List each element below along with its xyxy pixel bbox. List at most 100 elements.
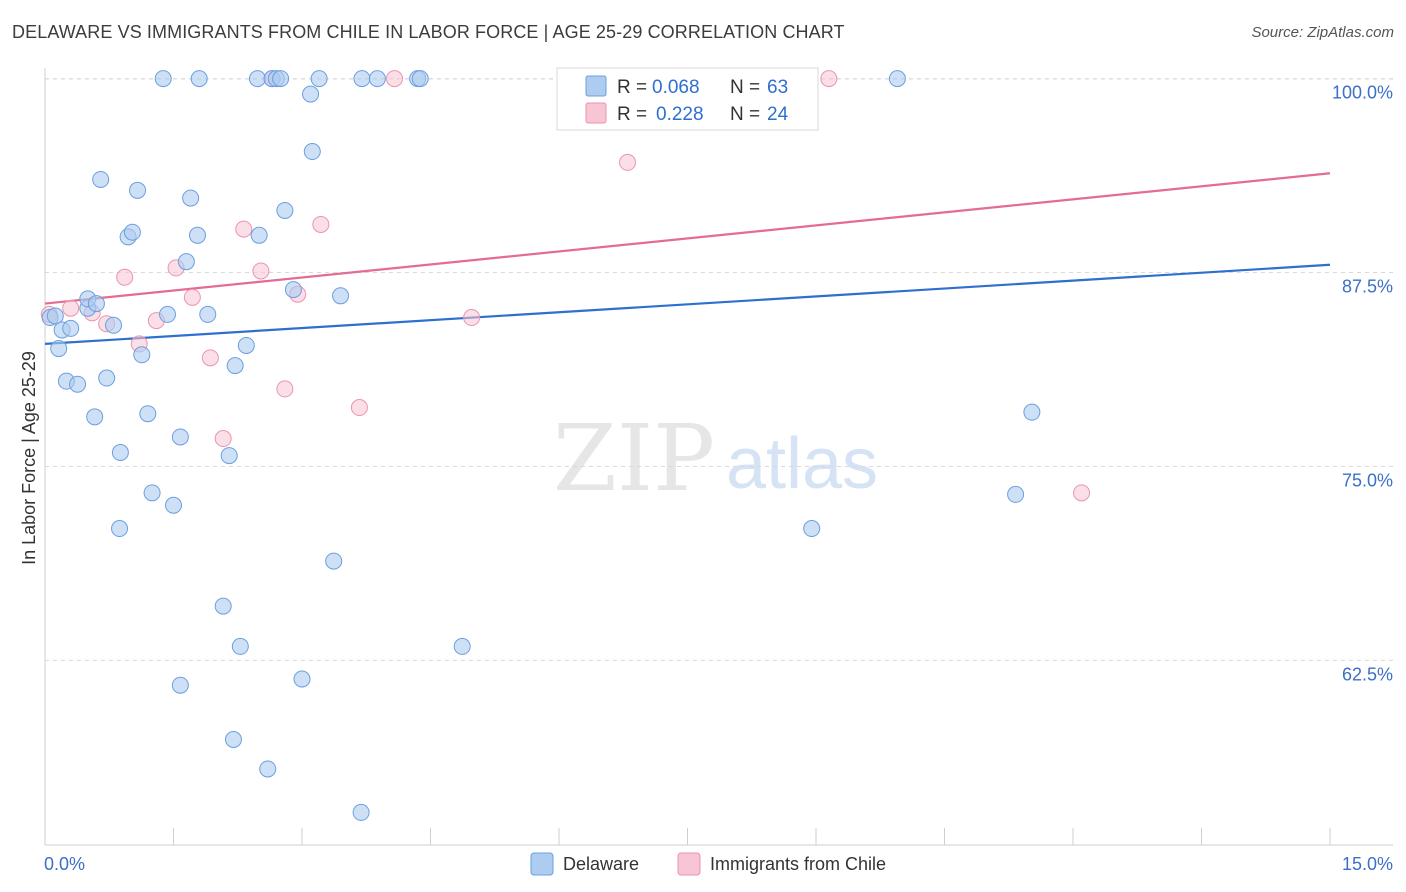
bottom-legend-label-delaware: Delaware	[563, 854, 639, 874]
y-tick-label: 75.0%	[1342, 470, 1393, 490]
point-chile	[116, 268, 134, 286]
point-delaware	[199, 305, 217, 323]
point-delaware	[111, 444, 129, 461]
point-chile	[183, 288, 201, 306]
legend-n-label-chile: N =	[730, 104, 760, 125]
point-delaware	[105, 316, 123, 334]
point-delaware	[352, 803, 370, 821]
bottom-legend-label-chile: Immigrants from Chile	[710, 854, 886, 874]
x-tick-label-max: 15.0%	[1342, 854, 1393, 874]
point-delaware	[1007, 485, 1025, 503]
point-chile	[350, 399, 368, 417]
point-delaware	[220, 447, 238, 465]
legend-r-label-delaware: R =	[617, 77, 647, 98]
point-delaware	[237, 336, 255, 354]
point-delaware	[303, 143, 321, 161]
scatter-points	[40, 70, 1091, 821]
watermark-atlas: atlas	[726, 424, 878, 504]
point-delaware	[231, 637, 249, 655]
x-axis	[44, 68, 1393, 846]
point-chile	[214, 430, 232, 448]
trend-line-delaware	[44, 263, 1331, 346]
legend-n-value-chile: 24	[767, 104, 789, 125]
point-delaware	[139, 405, 157, 423]
correlation-legend: R = 0.068 N = 63 R = 0.228 N = 24	[556, 67, 819, 131]
point-delaware	[62, 319, 80, 337]
point-delaware	[250, 226, 268, 244]
point-chile	[252, 262, 270, 280]
point-delaware	[133, 346, 151, 364]
point-delaware	[803, 520, 821, 538]
point-chile	[463, 309, 481, 327]
y-axis-title: In Labor Force | Age 25-29	[19, 351, 39, 565]
point-delaware	[226, 357, 244, 375]
point-delaware	[368, 70, 386, 88]
point-delaware	[123, 223, 141, 241]
point-chile	[62, 299, 80, 317]
x-tick-label-min: 0.0%	[44, 854, 85, 874]
point-delaware	[310, 70, 328, 88]
point-delaware	[188, 226, 206, 244]
point-chile	[201, 349, 219, 367]
point-delaware	[411, 70, 429, 88]
y-tick-label: 100.0%	[1332, 83, 1393, 103]
point-chile	[386, 70, 404, 88]
point-delaware	[154, 70, 172, 88]
point-chile	[276, 380, 294, 398]
point-chile	[235, 220, 253, 238]
point-delaware	[302, 85, 320, 103]
point-delaware	[272, 70, 290, 88]
point-delaware	[276, 201, 294, 219]
point-delaware	[129, 181, 147, 199]
point-delaware	[69, 375, 87, 393]
y-tick-label: 62.5%	[1342, 664, 1393, 684]
point-delaware	[325, 552, 343, 570]
point-chile	[1073, 484, 1091, 502]
chart-title: DELAWARE VS IMMIGRANTS FROM CHILE IN LAB…	[12, 22, 845, 42]
point-delaware	[214, 597, 232, 615]
watermark: ZIP atlas	[553, 405, 878, 512]
point-delaware	[86, 408, 104, 426]
point-chile	[312, 215, 330, 233]
point-chile	[619, 153, 637, 171]
legend-r-label-chile: R =	[617, 104, 647, 125]
point-delaware	[353, 70, 371, 88]
point-delaware	[453, 637, 471, 655]
bottom-legend-swatch-delaware	[530, 852, 554, 876]
point-delaware	[248, 70, 266, 88]
point-delaware	[293, 670, 311, 688]
point-delaware	[143, 484, 161, 502]
gridlines	[45, 78, 1393, 661]
point-delaware	[888, 70, 906, 88]
point-delaware	[165, 496, 182, 514]
point-delaware	[224, 731, 242, 749]
point-delaware	[182, 189, 200, 207]
legend-r-value-chile: 0.228	[656, 104, 704, 125]
trend-line-chile	[44, 172, 1331, 305]
bottom-legend-swatch-chile	[677, 852, 701, 876]
point-delaware	[171, 428, 189, 446]
point-delaware	[332, 287, 350, 305]
point-delaware	[92, 170, 110, 188]
legend-swatch-chile	[585, 102, 607, 124]
point-delaware	[259, 760, 277, 778]
point-delaware	[98, 369, 116, 387]
point-delaware	[87, 295, 105, 313]
point-delaware	[50, 340, 68, 358]
point-delaware	[190, 70, 208, 88]
point-delaware	[177, 253, 195, 271]
watermark-zip: ZIP	[553, 405, 715, 512]
point-delaware	[284, 281, 302, 299]
point-delaware	[171, 676, 189, 694]
point-delaware	[111, 520, 129, 538]
legend-n-label-delaware: N =	[730, 77, 760, 98]
source-label: Source: ZipAtlas.com	[1251, 24, 1394, 41]
point-delaware	[1023, 403, 1041, 421]
series-legend: Delaware Immigrants from Chile	[530, 852, 886, 876]
point-delaware	[46, 307, 64, 325]
point-chile	[820, 70, 838, 88]
legend-swatch-delaware	[585, 75, 607, 97]
legend-r-value-delaware: 0.068	[652, 77, 700, 98]
y-tick-label: 87.5%	[1342, 277, 1393, 297]
